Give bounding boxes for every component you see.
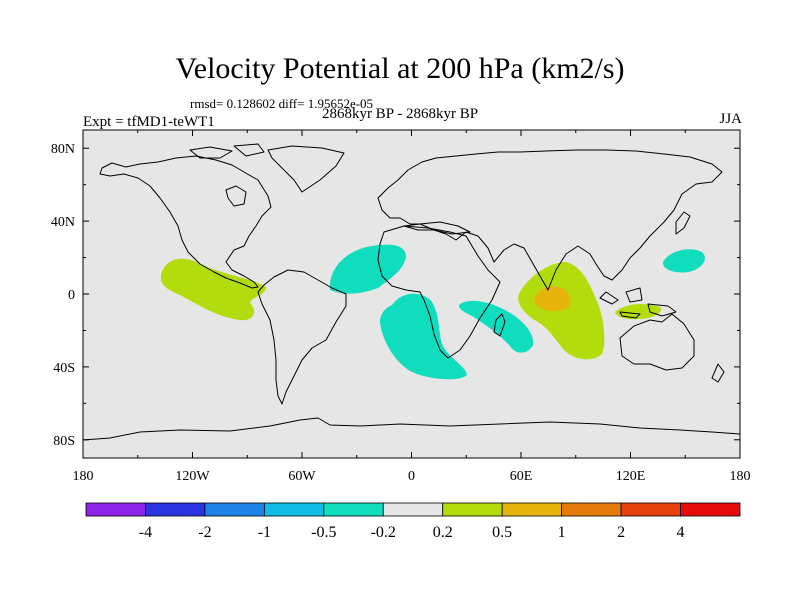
lat-label: 80S [53, 434, 75, 449]
colorbar-swatch [145, 502, 206, 517]
anomaly-east-pacific [160, 258, 266, 321]
latitude-axis: 80N 40N 0 40S 80S [51, 142, 740, 449]
experiment-label: Expt = tfMD1-teWT1 [83, 114, 215, 130]
anomaly-indian-core [534, 286, 571, 312]
subtitle: 2868kyr BP - 2868kyr BP [321, 106, 479, 122]
coast-japan [675, 211, 691, 235]
stats-text: rmsd= 0.128602 diff= 1.95652e-05 [190, 96, 374, 111]
lon-label: 60E [510, 469, 533, 484]
colorbar-swatch [85, 502, 146, 517]
colorbar-swatch [561, 502, 622, 517]
coast-africa [377, 225, 501, 359]
colorbar-label: -1 [258, 524, 271, 541]
colorbar-label: 2 [617, 524, 625, 541]
colorbar-swatch [442, 502, 503, 517]
colorbar-swatch [501, 502, 563, 517]
lon-label: 180 [73, 469, 94, 484]
coastlines [83, 143, 740, 441]
colorbar: -4 -2 -1 -0.5 -0.2 0.2 0.5 1 2 4 [85, 502, 741, 541]
lat-label: 80N [51, 142, 75, 157]
colorbar-label: 1 [558, 524, 566, 541]
lat-label: 40S [53, 361, 75, 376]
colorbar-swatch [620, 502, 681, 517]
coast-madagascar [493, 313, 506, 337]
colorbar-label: 0.5 [492, 524, 512, 541]
anomaly-madagascar [459, 300, 534, 353]
anomaly-maritime [615, 304, 662, 320]
coast-australia [619, 313, 695, 371]
lat-label: 0 [68, 288, 75, 303]
lon-label: 180 [730, 469, 751, 484]
lon-label: 60W [288, 469, 316, 484]
page-title: Velocity Potential at 200 hPa (km2/s) [175, 52, 625, 85]
coast-greenland [267, 145, 345, 193]
coast-indonesia [599, 287, 677, 319]
colorbar-swatch [680, 502, 741, 517]
colorbar-label: 0.2 [433, 524, 453, 541]
coast-mediterranean [403, 221, 471, 235]
colorbar-swatch [263, 502, 325, 517]
lon-label: 0 [408, 469, 415, 484]
colorbar-label: -4 [139, 524, 152, 541]
colorbar-label: 4 [677, 524, 685, 541]
colorbar-label: -2 [198, 524, 211, 541]
colorbar-label: -0.2 [371, 524, 396, 541]
anomaly-south-atlantic [380, 293, 467, 380]
anomaly-west-pacific [662, 249, 705, 273]
anomaly-tropical-atlantic [329, 244, 406, 294]
coast-south-america [257, 269, 347, 405]
coast-arctic-islands [189, 143, 265, 159]
lat-label: 40N [51, 215, 75, 230]
coast-hudson-bay [225, 185, 247, 207]
season-label: JJA [719, 111, 742, 127]
anomaly-layer [160, 244, 705, 380]
coast-eurasia [377, 149, 723, 291]
coast-north-america [99, 155, 272, 289]
colorbar-label: -0.5 [311, 524, 336, 541]
anomaly-indian-ocean [518, 262, 605, 360]
colorbar-swatch [382, 502, 444, 517]
coast-antarctica [83, 417, 740, 441]
lon-label: 120E [616, 469, 646, 484]
coast-new-zealand [711, 363, 725, 383]
colorbar-swatch [323, 502, 384, 517]
colorbar-swatch [204, 502, 265, 517]
lon-label: 120W [175, 469, 210, 484]
longitude-axis: 180 120W 60W 0 60E 120E 180 [73, 130, 751, 484]
